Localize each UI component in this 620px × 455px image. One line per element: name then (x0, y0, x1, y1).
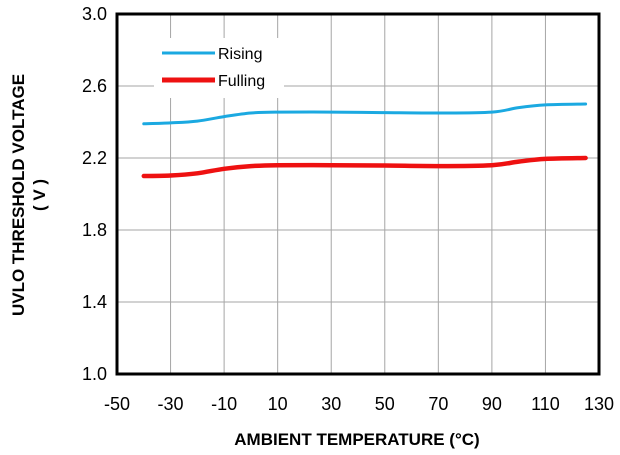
x-tick-label-1: -30 (158, 394, 184, 414)
y-axis-title-line1: UVLO THRESHOLD VOLTAGE (9, 74, 28, 316)
y-tick-labels: 1.0 1.4 1.8 2.2 2.6 3.0 (82, 4, 107, 384)
x-tick-label-8: 110 (531, 394, 560, 414)
series-line-rising (142, 102, 588, 126)
x-tick-label-4: 30 (321, 394, 341, 414)
y-tick-label-2: 1.8 (82, 220, 107, 240)
y-tick-label-4: 2.6 (82, 76, 107, 96)
legend-label-fulling: Fulling (218, 73, 265, 90)
y-axis-title-line2: ( V ) (30, 179, 49, 211)
x-tick-label-9: 130 (584, 394, 614, 414)
y-tick-label-0: 1.0 (82, 364, 107, 384)
series-lines (141, 102, 588, 179)
x-tick-label-5: 50 (375, 394, 395, 414)
x-tick-label-2: -10 (211, 394, 237, 414)
x-tick-labels: -50 -30 -10 10 30 50 70 90 110 130 (104, 394, 614, 414)
series-line-fulling (141, 155, 588, 179)
plot-frame (115, 12, 601, 376)
x-tick-label-0: -50 (104, 394, 130, 414)
legend-background (154, 38, 284, 98)
x-axis-title: AMBIENT TEMPERATURE (°C) (234, 430, 479, 449)
y-tick-label-3: 2.2 (82, 148, 107, 168)
x-tick-label-3: 10 (268, 394, 288, 414)
y-tick-label-1: 1.4 (82, 292, 107, 312)
legend: Rising Fulling (154, 38, 284, 98)
x-tick-label-7: 90 (482, 394, 502, 414)
x-tick-label-6: 70 (428, 394, 448, 414)
y-tick-label-5: 3.0 (82, 4, 107, 24)
legend-label-rising: Rising (218, 46, 262, 63)
